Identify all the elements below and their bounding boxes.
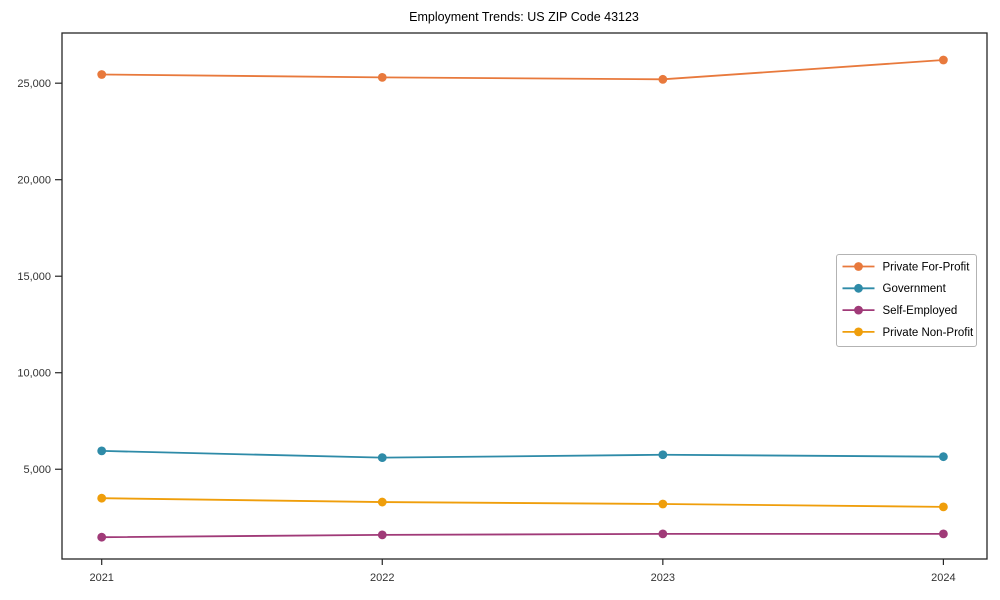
legend-box: [836, 254, 977, 347]
legend-item: Government: [842, 283, 947, 295]
y-tick-label: 10,000: [17, 367, 51, 379]
data-point: [658, 450, 668, 460]
legend-label: Private For-Profit: [883, 261, 971, 273]
y-tick-label: 15,000: [17, 271, 51, 283]
series-line: [101, 533, 944, 539]
data-point: [377, 530, 387, 540]
legend-label: Government: [883, 283, 947, 295]
data-point: [97, 70, 107, 79]
y-tick-label: 25,000: [17, 78, 51, 90]
y-tick-label: 20,000: [17, 174, 51, 186]
data-point: [377, 453, 387, 463]
legend-marker: [854, 327, 863, 337]
plot-border: [61, 32, 988, 560]
data-point: [658, 74, 668, 84]
x-tick-label: 2023: [651, 572, 675, 584]
legend-marker: [854, 262, 863, 271]
legend-item: Private For-Profit: [842, 261, 971, 273]
data-point: [97, 446, 107, 456]
data-point: [658, 499, 668, 509]
legend-marker: [854, 305, 863, 315]
data-point: [939, 55, 948, 65]
data-point: [658, 529, 668, 539]
series-line: [101, 497, 944, 508]
chart-title: Employment Trends: US ZIP Code 43123: [409, 10, 639, 24]
data-point: [377, 72, 387, 82]
legend-item: Self-Employed: [842, 305, 958, 317]
data-point: [377, 497, 387, 507]
data-point: [97, 532, 107, 542]
series-line: [101, 450, 944, 459]
data-point: [97, 493, 107, 503]
legend-label: Self-Employed: [883, 305, 958, 317]
data-point: [939, 502, 948, 512]
data-point: [939, 452, 948, 462]
x-tick-label: 2022: [370, 572, 394, 584]
legend-marker: [854, 283, 863, 293]
y-tick-label: 5,000: [23, 464, 51, 476]
x-tick-label: 2021: [89, 572, 113, 584]
x-tick-label: 2024: [931, 572, 955, 584]
legend-item: Private Non-Profit: [842, 327, 975, 339]
legend-label: Private Non-Profit: [883, 327, 975, 339]
series-line: [101, 59, 944, 81]
data-point: [939, 529, 948, 539]
